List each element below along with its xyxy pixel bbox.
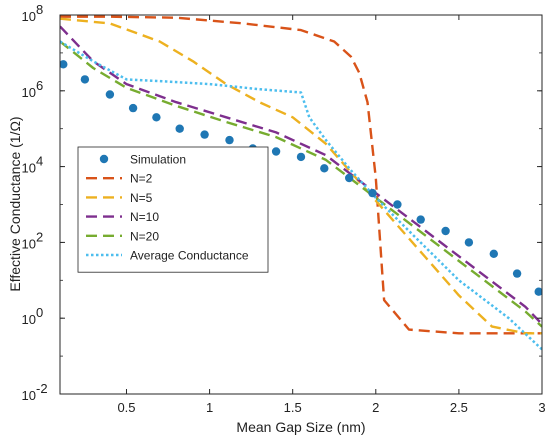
data-point-simulation (320, 164, 329, 173)
data-point-simulation (345, 173, 354, 183)
data-point-simulation (152, 113, 161, 122)
data-point-simulation (464, 238, 474, 247)
y-tick-label: 10 (22, 9, 36, 24)
x-tick-label: 2 (372, 400, 379, 415)
series-line-n-20 (60, 40, 542, 328)
series-line-average-conductance (60, 40, 542, 351)
series-layer (60, 15, 542, 351)
data-point-simulation (60, 60, 68, 69)
data-point-simulation (175, 124, 184, 133)
data-point-simulation (200, 130, 209, 139)
data-point-simulation (393, 200, 402, 209)
y-tick-label-exponent: -2 (36, 381, 48, 396)
y-tick-label-exponent: 0 (36, 305, 43, 320)
data-point-simulation (489, 249, 498, 258)
y-tick-label-exponent: 6 (36, 78, 43, 93)
data-point-simulation (225, 135, 234, 145)
x-tick-label: 2.5 (450, 400, 468, 415)
data-point-simulation (271, 147, 281, 156)
legend-label-n-10: N=10 (130, 210, 159, 224)
data-point-simulation (368, 188, 377, 198)
data-point-simulation (534, 287, 542, 296)
data-point-simulation (105, 90, 115, 99)
y-tick-label-exponent: 4 (36, 154, 43, 169)
series-line-n-5 (60, 17, 542, 335)
y-tick-label-exponent: 8 (36, 2, 43, 17)
legend-label-n-5: N=5 (130, 191, 153, 205)
legend-label-simulation: Simulation (130, 153, 186, 167)
data-point-simulation (296, 152, 306, 162)
data-point-simulation (416, 215, 425, 224)
legend: Simulation N=2 N=5 N=10 N=20 Average Conducta… (77, 146, 269, 273)
x-tick-label: 3 (538, 400, 545, 415)
legend-label-n-20: N=20 (130, 229, 159, 243)
y-tick-label: 10 (22, 236, 36, 251)
legend-label-average-conductance: Average Conductance (130, 249, 249, 263)
data-point-simulation (441, 226, 450, 236)
series-line-n-10 (60, 25, 542, 325)
y-tick-label-exponent: 2 (36, 229, 43, 244)
data-point-simulation (128, 103, 138, 113)
y-tick-label: 10 (22, 85, 36, 100)
x-axis-title: Mean Gap Size (nm) (236, 419, 365, 435)
y-axis-title: Effective Conductance (1/Ω) (7, 116, 23, 291)
data-point-simulation (512, 269, 522, 278)
data-point-simulation (80, 75, 90, 84)
y-tick-label: 10 (22, 388, 36, 403)
y-tick-label: 10 (22, 161, 36, 176)
legend-label-n-2: N=2 (130, 172, 153, 186)
y-tick-label: 10 (22, 312, 36, 327)
legend-marker-simulation (99, 154, 109, 164)
x-tick-label: 0.5 (117, 400, 135, 415)
legend-box (77, 146, 269, 273)
x-tick-label: 1.5 (284, 400, 302, 415)
series-line-n-2 (60, 15, 542, 335)
x-tick-label: 1 (206, 400, 213, 415)
